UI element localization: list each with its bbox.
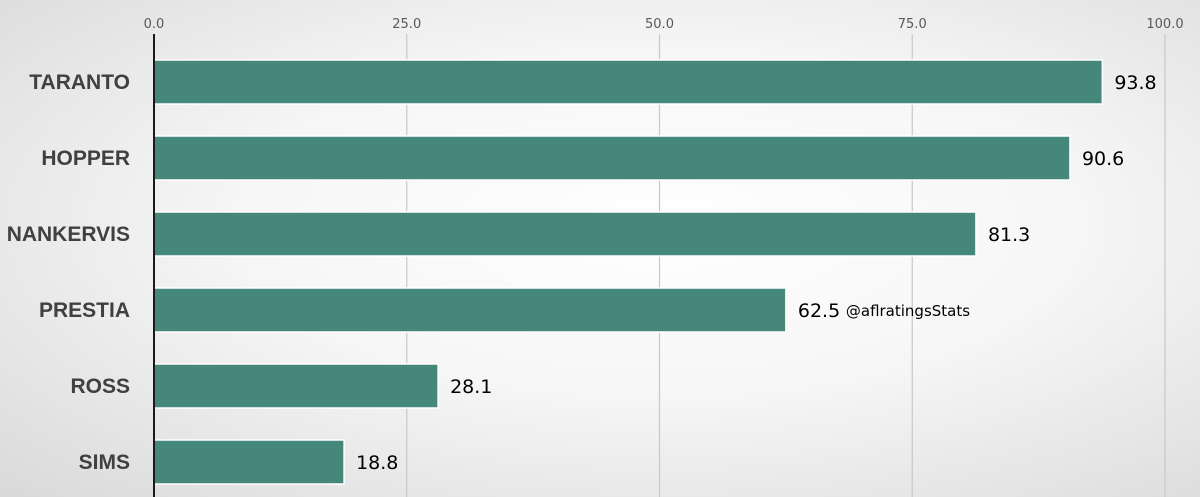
category-label: PRESTIA xyxy=(39,299,130,322)
x-tick-label: 0.0 xyxy=(144,17,165,32)
bars xyxy=(153,59,1104,485)
bar xyxy=(153,59,1104,105)
bar xyxy=(153,287,787,333)
category-label: ROSS xyxy=(70,375,130,398)
labels: TARANTO 93.8 HOPPER 90.6 NANKERVIS 81.3 PRESTI… xyxy=(7,71,1157,474)
data-label: 18.8 xyxy=(356,452,398,474)
x-tick-label: 75.0 xyxy=(898,17,927,32)
x-tick-label: 100.0 xyxy=(1146,17,1183,32)
data-label: 93.8 xyxy=(1114,72,1156,94)
bar xyxy=(153,363,439,409)
category-label: HOPPER xyxy=(41,147,130,170)
data-label: 90.6 xyxy=(1082,148,1124,170)
data-label: 81.3 xyxy=(988,224,1030,246)
data-label: 28.1 xyxy=(450,376,492,398)
category-label: NANKERVIS xyxy=(7,223,130,246)
bar xyxy=(153,439,345,485)
x-tick-label: 50.0 xyxy=(645,17,674,32)
category-label: TARANTO xyxy=(29,71,130,94)
category-label: SIMS xyxy=(79,451,130,474)
bar xyxy=(153,135,1071,181)
watermark-annotation: @aflratingsStats xyxy=(846,302,970,320)
bar xyxy=(153,211,977,257)
x-axis-ticks: 0.0 25.0 50.0 75.0 100.0 xyxy=(144,17,1184,32)
gridlines xyxy=(406,34,1166,497)
data-label: 62.5 xyxy=(798,300,840,322)
x-tick-label: 25.0 xyxy=(392,17,421,32)
